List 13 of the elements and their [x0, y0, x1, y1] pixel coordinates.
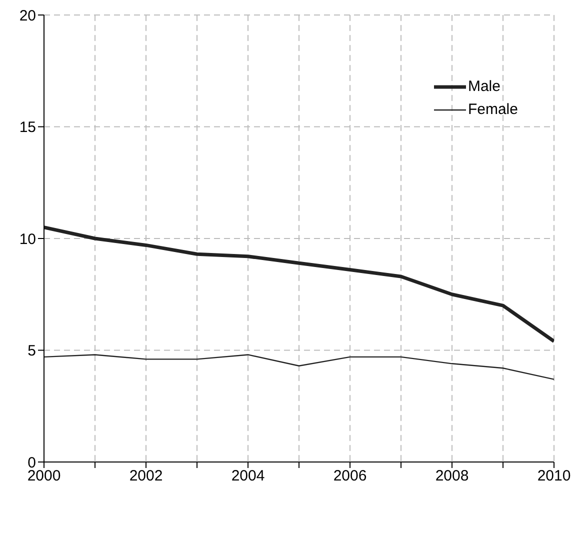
- y-tick-label: 5: [28, 342, 36, 360]
- y-tick-label: 10: [19, 230, 36, 248]
- line-series: [44, 354, 554, 380]
- legend-label: Female: [468, 101, 518, 118]
- y-tick-label: 15: [19, 119, 36, 136]
- line-series: [44, 226, 554, 344]
- legend-label: Male: [468, 78, 500, 95]
- x-tick-label: 2008: [435, 468, 469, 485]
- x-tick-label: 2002: [129, 468, 163, 485]
- x-tick-label: 2004: [231, 468, 265, 485]
- y-tick-label: 20: [19, 7, 36, 24]
- x-tick-label: 2006: [333, 468, 367, 485]
- x-tick-label: 2010: [537, 468, 571, 485]
